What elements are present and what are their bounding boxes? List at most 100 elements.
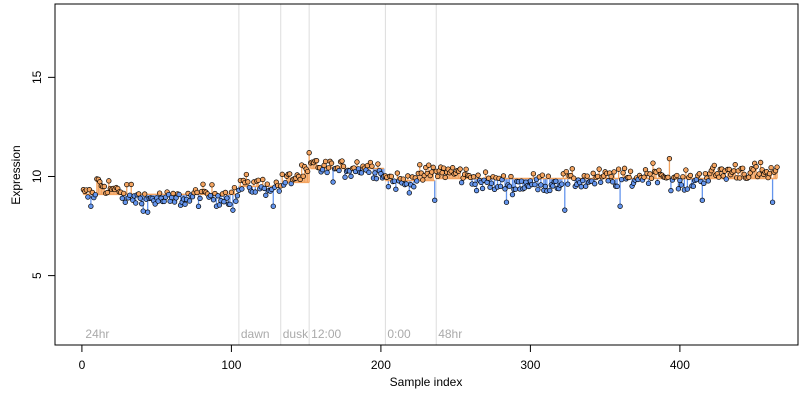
data-point [234, 193, 241, 199]
data-point [372, 170, 378, 176]
data-point [403, 181, 409, 187]
data-point [539, 172, 546, 178]
data-point [627, 168, 634, 174]
data-point [287, 171, 293, 177]
data-point [336, 167, 342, 174]
data-point [678, 182, 685, 188]
y-tick-label: 10 [30, 169, 44, 183]
data-point [435, 173, 441, 180]
data-point [106, 178, 112, 184]
data-point [270, 203, 276, 209]
data-point [156, 190, 163, 196]
data-point [641, 174, 647, 180]
data-point [394, 170, 400, 176]
data-point [508, 173, 514, 180]
data-points [80, 150, 780, 215]
data-point [391, 178, 398, 184]
data-point [426, 162, 432, 168]
data-point [596, 166, 602, 172]
data-point [439, 170, 445, 176]
data-point [648, 175, 655, 182]
data-point [665, 174, 671, 180]
data-point [506, 183, 513, 189]
y-tick-label: 15 [30, 70, 44, 84]
data-point [385, 184, 392, 190]
data-point [530, 171, 537, 177]
data-point [393, 186, 399, 192]
data-point [472, 181, 478, 187]
data-point [699, 197, 705, 203]
data-point [473, 187, 480, 194]
data-point [666, 155, 673, 162]
data-point [429, 169, 435, 175]
data-point [500, 173, 507, 179]
data-point [740, 165, 746, 171]
data-point [518, 178, 525, 184]
data-point [282, 179, 288, 186]
data-point [731, 168, 737, 174]
data-point [716, 174, 722, 180]
data-point [701, 180, 707, 186]
data-point [583, 183, 589, 189]
data-point [313, 158, 320, 164]
data-point [354, 159, 360, 165]
data-point [215, 193, 221, 199]
data-point [592, 181, 598, 187]
data-point [677, 177, 683, 184]
data-point [723, 176, 729, 182]
data-point [458, 179, 465, 186]
data-point [696, 171, 702, 177]
data-point [668, 187, 674, 194]
data-point [245, 179, 251, 185]
data-point [209, 182, 215, 188]
data-point [690, 183, 697, 189]
data-point [470, 174, 477, 180]
data-point [702, 170, 708, 177]
data-point [255, 177, 261, 183]
data-point [768, 164, 774, 171]
region-label: 24hr [85, 327, 109, 341]
data-point [479, 185, 486, 192]
data-point [388, 173, 395, 180]
data-point [145, 209, 151, 215]
x-axis-label: Sample index [390, 375, 463, 389]
data-point [227, 201, 233, 207]
data-point [687, 172, 694, 179]
data-point [405, 173, 411, 179]
data-point [140, 208, 146, 214]
data-point [674, 172, 680, 179]
data-point [319, 167, 326, 173]
data-point [550, 183, 556, 189]
data-point [330, 179, 336, 185]
data-point [88, 203, 94, 209]
y-axis-label: Expression [9, 145, 23, 204]
data-point [620, 170, 626, 176]
data-point [92, 192, 99, 198]
data-point [207, 192, 214, 199]
region-label: 0:00 [387, 327, 411, 341]
data-point [276, 188, 282, 194]
data-point [263, 192, 269, 198]
data-point [675, 186, 682, 192]
data-point [542, 183, 549, 190]
data-point [598, 179, 604, 185]
data-point [463, 166, 469, 172]
data-point [136, 191, 142, 197]
data-point [720, 173, 726, 179]
data-point [306, 150, 312, 156]
data-point [304, 168, 311, 175]
data-point [497, 183, 504, 190]
data-point [618, 176, 625, 183]
data-point [756, 171, 762, 177]
y-axis: 5 10 15 [30, 70, 56, 279]
data-point [137, 195, 143, 201]
data-point [328, 160, 335, 166]
data-point [411, 184, 417, 190]
data-point [442, 174, 448, 181]
data-point [590, 170, 596, 176]
data-point [375, 161, 381, 167]
x-axis: 0 100 200 300 400 [79, 344, 690, 372]
data-point [119, 195, 125, 201]
data-point [369, 163, 375, 169]
